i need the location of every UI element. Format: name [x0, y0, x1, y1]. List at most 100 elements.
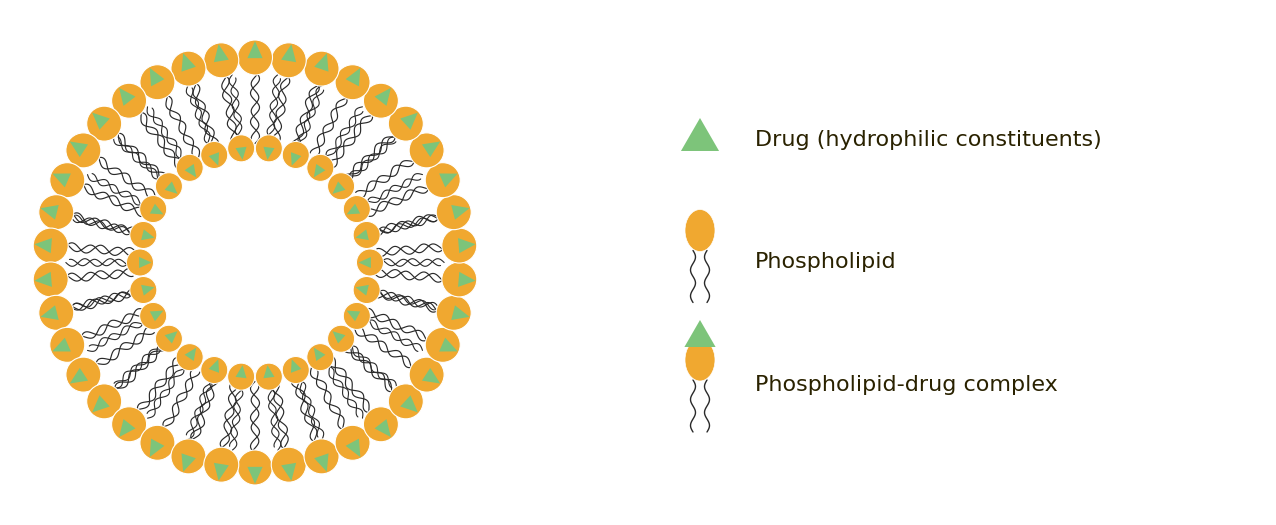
Polygon shape	[458, 238, 476, 253]
Circle shape	[111, 83, 147, 118]
Polygon shape	[92, 395, 110, 412]
Circle shape	[200, 356, 227, 384]
Polygon shape	[185, 164, 197, 177]
Circle shape	[282, 141, 309, 169]
Polygon shape	[142, 229, 154, 240]
Circle shape	[33, 228, 68, 263]
Polygon shape	[291, 359, 301, 373]
Circle shape	[66, 133, 101, 168]
Circle shape	[171, 439, 205, 474]
Circle shape	[130, 277, 157, 303]
Ellipse shape	[685, 209, 715, 251]
Circle shape	[200, 141, 227, 169]
Circle shape	[255, 363, 282, 390]
Circle shape	[139, 302, 167, 330]
Circle shape	[364, 407, 398, 442]
Circle shape	[255, 135, 282, 162]
Polygon shape	[263, 147, 274, 160]
Circle shape	[156, 326, 182, 352]
Circle shape	[38, 195, 74, 229]
Circle shape	[176, 344, 203, 371]
Polygon shape	[41, 205, 59, 219]
Polygon shape	[347, 204, 360, 214]
Circle shape	[328, 173, 355, 200]
Polygon shape	[209, 359, 219, 373]
Text: Phospholipid-drug complex: Phospholipid-drug complex	[755, 375, 1058, 395]
Circle shape	[272, 447, 306, 482]
Polygon shape	[684, 320, 716, 347]
Circle shape	[304, 439, 339, 474]
Polygon shape	[209, 152, 219, 166]
Polygon shape	[70, 368, 88, 384]
Polygon shape	[458, 272, 476, 287]
Polygon shape	[314, 53, 328, 72]
Circle shape	[306, 344, 334, 371]
Polygon shape	[214, 463, 228, 481]
Circle shape	[130, 222, 157, 248]
Circle shape	[156, 173, 182, 200]
Polygon shape	[185, 348, 197, 361]
Polygon shape	[356, 229, 369, 240]
Polygon shape	[149, 204, 163, 214]
Ellipse shape	[685, 339, 715, 381]
Circle shape	[176, 154, 203, 181]
Text: Phospholipid: Phospholipid	[755, 253, 897, 272]
Circle shape	[282, 356, 309, 384]
Circle shape	[50, 328, 84, 362]
Polygon shape	[347, 311, 360, 321]
Polygon shape	[165, 182, 177, 194]
Polygon shape	[139, 257, 152, 268]
Circle shape	[111, 407, 147, 442]
Circle shape	[364, 83, 398, 118]
Circle shape	[204, 447, 239, 482]
Circle shape	[272, 43, 306, 78]
Polygon shape	[281, 463, 296, 481]
Polygon shape	[236, 365, 246, 378]
Polygon shape	[248, 467, 263, 484]
Circle shape	[306, 154, 334, 181]
Circle shape	[425, 163, 461, 197]
Polygon shape	[401, 113, 417, 130]
Circle shape	[436, 195, 471, 229]
Polygon shape	[333, 182, 346, 194]
Circle shape	[50, 163, 84, 197]
Polygon shape	[333, 331, 346, 343]
Polygon shape	[181, 53, 195, 72]
Polygon shape	[314, 453, 328, 472]
Polygon shape	[165, 331, 177, 343]
Polygon shape	[263, 365, 274, 378]
Circle shape	[343, 302, 370, 330]
Polygon shape	[346, 438, 360, 457]
Circle shape	[356, 249, 384, 276]
Polygon shape	[375, 419, 390, 437]
Polygon shape	[375, 88, 390, 106]
Polygon shape	[142, 285, 154, 296]
Circle shape	[353, 222, 380, 248]
Polygon shape	[214, 44, 228, 62]
Polygon shape	[401, 395, 417, 412]
Polygon shape	[439, 338, 458, 352]
Polygon shape	[281, 44, 296, 62]
Circle shape	[328, 326, 355, 352]
Polygon shape	[119, 88, 135, 106]
Polygon shape	[52, 338, 71, 352]
Polygon shape	[346, 68, 360, 87]
Circle shape	[204, 43, 239, 78]
Polygon shape	[681, 118, 720, 151]
Polygon shape	[149, 311, 163, 321]
Circle shape	[441, 228, 477, 263]
Circle shape	[304, 51, 339, 86]
Polygon shape	[356, 285, 369, 296]
Polygon shape	[359, 257, 371, 268]
Polygon shape	[452, 205, 470, 219]
Polygon shape	[291, 152, 301, 166]
Circle shape	[126, 249, 153, 276]
Polygon shape	[52, 173, 71, 187]
Polygon shape	[119, 419, 135, 437]
Circle shape	[227, 363, 255, 390]
Circle shape	[388, 384, 424, 419]
Polygon shape	[314, 164, 325, 177]
Polygon shape	[181, 453, 195, 472]
Circle shape	[227, 135, 255, 162]
Circle shape	[139, 195, 167, 223]
